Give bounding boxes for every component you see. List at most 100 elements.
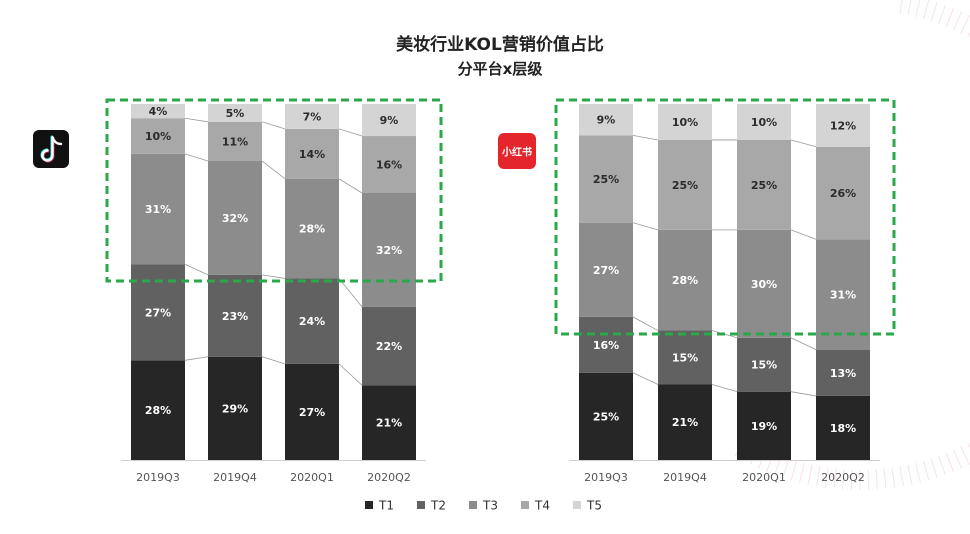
bar-segment-t2	[816, 349, 870, 396]
data-label: 14%	[299, 148, 325, 161]
data-label: 31%	[830, 288, 856, 301]
decorative-tick	[922, 460, 930, 481]
x-tick-label: 2019Q3	[136, 471, 180, 484]
bar-segment-t4	[579, 135, 633, 223]
highlight-box	[554, 98, 896, 336]
xiaohongshu-icon: 小红书	[501, 146, 532, 159]
bar-segment-t4	[658, 139, 712, 230]
data-label: 21%	[376, 417, 402, 430]
bar-segment-t3	[816, 239, 870, 350]
connector-line	[632, 316, 659, 331]
connector-line	[338, 128, 363, 137]
connector-line	[338, 363, 363, 386]
data-label: 15%	[751, 359, 777, 372]
data-label: 13%	[830, 367, 856, 380]
stacked-bar-chart-tiktok: 28% 27% 31% 10% 4% 2019Q3 29% 23% 32% 11% 5% 2019Q4…	[105, 98, 443, 484]
decorative-tick	[938, 4, 946, 25]
decorative-tick	[960, 446, 970, 465]
decorative-tick	[953, 11, 963, 31]
decorative-tick	[915, 0, 921, 17]
data-label: 28%	[145, 404, 171, 417]
bar-segment-t1	[737, 391, 791, 460]
decorative-tick	[867, 469, 870, 490]
x-tick-label: 2019Q3	[584, 471, 628, 484]
legend-label: T2	[430, 499, 446, 513]
data-label: 11%	[222, 135, 248, 148]
data-label: 19%	[751, 420, 777, 433]
bar-segment-t3	[737, 229, 791, 338]
data-label: 12%	[830, 119, 856, 132]
data-label: 25%	[593, 173, 619, 186]
bar-segment-t3	[131, 153, 185, 265]
connector-line	[632, 135, 659, 141]
chart-subtitle: 分平台x层级	[458, 60, 544, 78]
connector-line	[711, 384, 738, 393]
highlight-box	[105, 98, 443, 283]
connector-line	[184, 356, 209, 361]
chart-title: 美妆行业KOL营销价值占比	[396, 34, 604, 55]
connector-line	[261, 356, 286, 365]
bar-segment-t1	[208, 356, 262, 460]
data-label: 9%	[380, 114, 399, 127]
connector-line	[338, 278, 363, 308]
bar-segment-t4	[285, 128, 339, 179]
bar-segment-t5	[816, 104, 870, 147]
connector-line	[790, 337, 817, 351]
data-label: 22%	[376, 340, 402, 353]
data-label: 24%	[299, 315, 325, 328]
data-label: 28%	[672, 274, 698, 287]
decorative-tick	[816, 466, 821, 487]
bar-segment-t5	[208, 104, 262, 122]
decorative-tick	[875, 469, 878, 490]
connector-line	[790, 229, 817, 240]
data-label: 16%	[593, 339, 619, 352]
data-label: 10%	[145, 130, 171, 143]
tiktok-icon	[40, 135, 63, 163]
data-label: 9%	[597, 114, 616, 127]
data-label: 5%	[226, 107, 245, 120]
decorative-tick	[907, 464, 913, 485]
decorative-tick	[938, 455, 946, 476]
decorative-tick	[899, 0, 903, 14]
legend-swatch-t4	[521, 501, 529, 509]
connector-line	[261, 121, 286, 130]
data-label: 26%	[830, 187, 856, 200]
decorative-ring	[734, 0, 970, 490]
bar-segment-t5	[737, 104, 791, 140]
data-label: 27%	[593, 264, 619, 277]
decorative-tick	[930, 2, 938, 22]
data-label: 32%	[376, 244, 402, 257]
data-label: 31%	[145, 203, 171, 216]
data-label: 7%	[303, 110, 322, 123]
bar-segment-t1	[816, 395, 870, 460]
bar-segment-t2	[362, 306, 416, 386]
bar-segment-t1	[658, 384, 712, 460]
legend-label: T5	[586, 499, 602, 513]
decorative-tick	[799, 463, 805, 483]
x-tick-label: 2020Q2	[821, 471, 865, 484]
data-label: 16%	[376, 159, 402, 172]
bar-segment-t5	[658, 104, 712, 140]
x-tick-label: 2019Q4	[213, 471, 257, 484]
decorative-tick	[945, 8, 955, 27]
data-label: 4%	[149, 105, 168, 118]
bar-segment-t4	[737, 139, 791, 230]
decorative-tick	[899, 466, 904, 487]
x-tick-label: 2019Q4	[663, 471, 707, 484]
decorative-tick	[915, 463, 921, 483]
bar-segment-t4	[131, 118, 185, 154]
bar-segment-t3	[658, 229, 712, 331]
data-label: 15%	[672, 352, 698, 365]
data-label: 27%	[145, 306, 171, 319]
connector-line	[790, 139, 817, 148]
x-tick-label: 2020Q1	[742, 471, 786, 484]
bar-segment-t4	[362, 136, 416, 193]
decorative-tick	[807, 464, 813, 485]
data-label: 29%	[222, 402, 248, 415]
decorative-tick	[883, 468, 887, 489]
legend-swatch-t1	[365, 501, 373, 509]
legend-label: T4	[534, 499, 550, 513]
bar-segment-t2	[285, 278, 339, 364]
